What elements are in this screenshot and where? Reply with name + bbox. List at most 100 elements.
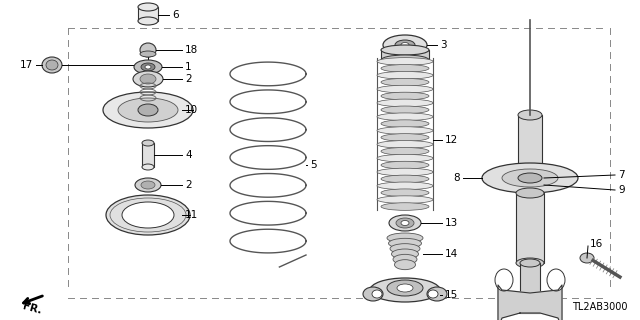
Bar — [142, 143, 154, 167]
Ellipse shape — [141, 63, 155, 71]
Ellipse shape — [140, 43, 156, 57]
Ellipse shape — [381, 203, 429, 210]
Ellipse shape — [401, 220, 409, 226]
Ellipse shape — [495, 269, 513, 291]
Text: 16: 16 — [590, 239, 604, 249]
Ellipse shape — [381, 175, 429, 183]
Ellipse shape — [142, 140, 154, 146]
Text: 3: 3 — [440, 40, 447, 50]
Ellipse shape — [135, 178, 161, 192]
Ellipse shape — [42, 57, 62, 73]
Ellipse shape — [502, 169, 558, 187]
Ellipse shape — [140, 74, 156, 84]
Ellipse shape — [103, 92, 193, 128]
Text: 13: 13 — [445, 218, 458, 228]
Ellipse shape — [377, 113, 433, 121]
Ellipse shape — [518, 170, 542, 180]
Ellipse shape — [381, 45, 429, 55]
Ellipse shape — [387, 233, 423, 243]
Ellipse shape — [389, 215, 421, 231]
Ellipse shape — [381, 92, 429, 100]
Ellipse shape — [390, 244, 420, 254]
Ellipse shape — [377, 85, 433, 93]
Ellipse shape — [133, 71, 163, 87]
Ellipse shape — [383, 35, 427, 55]
Ellipse shape — [393, 254, 417, 264]
Ellipse shape — [377, 58, 433, 65]
Ellipse shape — [482, 163, 578, 193]
Ellipse shape — [46, 60, 58, 70]
Ellipse shape — [387, 280, 423, 296]
Ellipse shape — [518, 110, 542, 120]
Ellipse shape — [138, 3, 158, 11]
Ellipse shape — [388, 238, 422, 248]
Ellipse shape — [134, 60, 162, 74]
Ellipse shape — [377, 182, 433, 190]
Ellipse shape — [516, 188, 544, 198]
Ellipse shape — [518, 173, 542, 183]
Ellipse shape — [395, 40, 415, 50]
Text: 15: 15 — [445, 290, 458, 300]
Ellipse shape — [381, 134, 429, 141]
Ellipse shape — [122, 202, 174, 228]
Ellipse shape — [145, 65, 151, 69]
Ellipse shape — [142, 164, 154, 170]
Ellipse shape — [381, 189, 429, 196]
Ellipse shape — [394, 260, 415, 270]
Ellipse shape — [427, 287, 447, 301]
Text: 17: 17 — [20, 60, 33, 70]
Bar — [518, 115, 542, 175]
Ellipse shape — [138, 104, 158, 116]
Text: 12: 12 — [445, 135, 458, 145]
Ellipse shape — [377, 99, 433, 107]
Text: 10: 10 — [185, 105, 198, 115]
Ellipse shape — [428, 290, 438, 298]
Text: 1: 1 — [185, 62, 191, 72]
Ellipse shape — [520, 259, 540, 267]
Bar — [516, 193, 544, 263]
Ellipse shape — [381, 120, 429, 127]
Bar — [520, 263, 540, 313]
Text: 6: 6 — [172, 10, 179, 20]
Text: 18: 18 — [185, 45, 198, 55]
Ellipse shape — [363, 287, 383, 301]
Ellipse shape — [377, 154, 433, 162]
Text: TL2AB3000: TL2AB3000 — [573, 302, 628, 312]
Ellipse shape — [381, 161, 429, 169]
Ellipse shape — [547, 269, 565, 291]
Ellipse shape — [381, 65, 429, 72]
Ellipse shape — [377, 140, 433, 148]
Text: 14: 14 — [445, 249, 458, 259]
Ellipse shape — [392, 249, 419, 259]
Ellipse shape — [141, 181, 155, 189]
Text: 2: 2 — [185, 74, 191, 84]
Text: FR.: FR. — [21, 302, 43, 316]
Ellipse shape — [106, 195, 190, 235]
Ellipse shape — [396, 218, 414, 228]
Ellipse shape — [372, 290, 382, 298]
Ellipse shape — [580, 253, 594, 263]
Bar — [138, 7, 158, 21]
Ellipse shape — [397, 284, 413, 292]
Text: 11: 11 — [185, 210, 198, 220]
Polygon shape — [498, 285, 562, 320]
Ellipse shape — [516, 258, 544, 268]
Ellipse shape — [377, 71, 433, 79]
Text: 7: 7 — [618, 170, 625, 180]
Ellipse shape — [377, 127, 433, 134]
Text: 5: 5 — [310, 160, 317, 170]
Text: 8: 8 — [453, 173, 460, 183]
Ellipse shape — [381, 78, 429, 86]
Ellipse shape — [140, 51, 156, 57]
Ellipse shape — [381, 148, 429, 155]
Ellipse shape — [381, 106, 429, 114]
Bar — [381, 50, 429, 60]
Text: 9: 9 — [618, 185, 625, 195]
Text: 4: 4 — [185, 150, 191, 160]
Ellipse shape — [381, 55, 429, 65]
Ellipse shape — [377, 196, 433, 204]
Ellipse shape — [118, 98, 178, 122]
Ellipse shape — [138, 17, 158, 25]
Ellipse shape — [377, 168, 433, 176]
Text: 2: 2 — [185, 180, 191, 190]
